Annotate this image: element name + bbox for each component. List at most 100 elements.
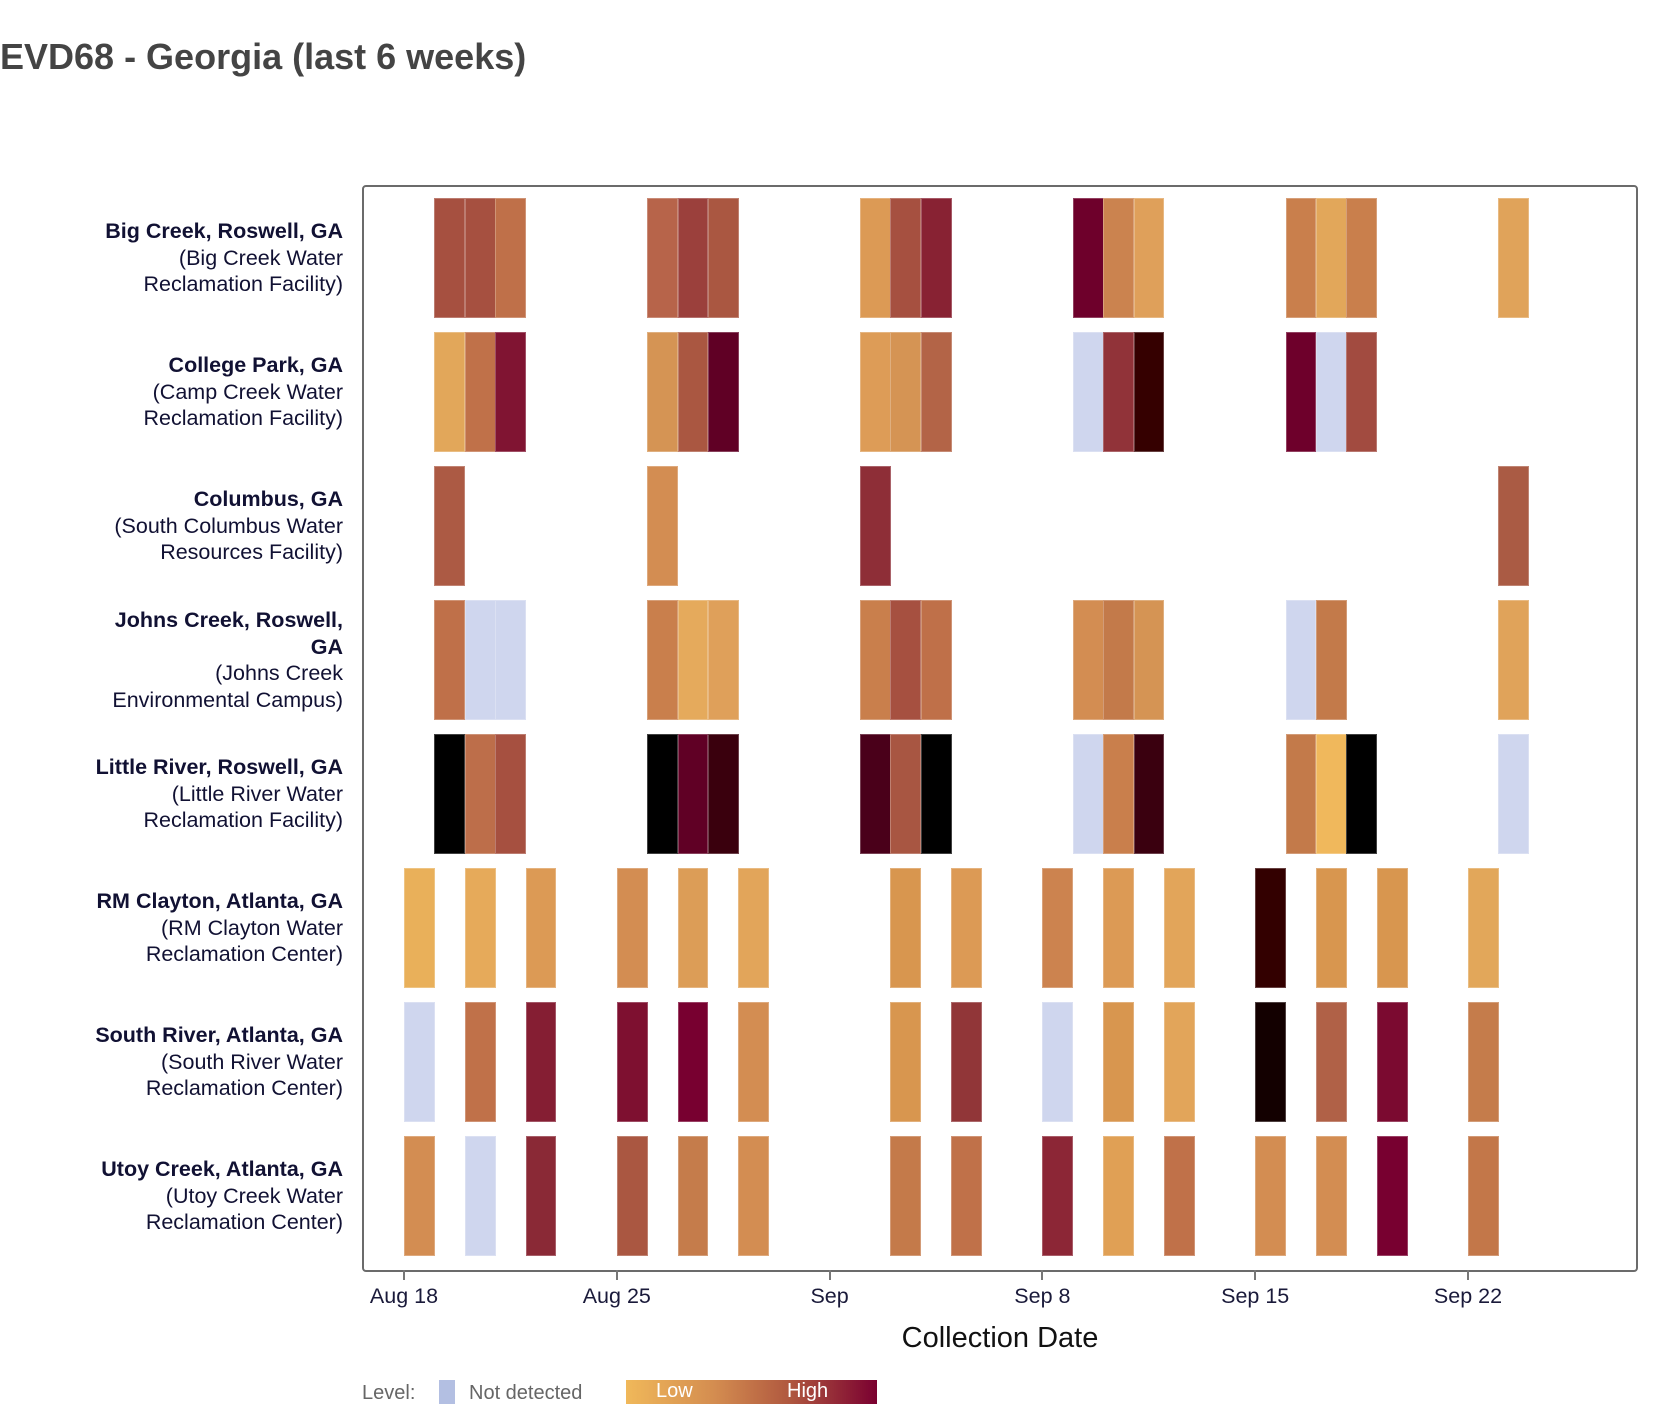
heatmap-cell: [1255, 868, 1287, 988]
heatmap-cell: [464, 1002, 496, 1122]
heatmap-cell: [1498, 466, 1530, 586]
heatmap-cell: [1316, 198, 1347, 318]
heatmap-cell: [860, 466, 891, 586]
row-label: Big Creek, Roswell, GA (Big Creek Water Re…: [0, 198, 343, 318]
heatmap-cell: [677, 332, 709, 452]
heatmap-cell: [616, 868, 648, 988]
facility-name: (Big Creek Water: [178, 245, 343, 270]
site-name: RM Clayton, Atlanta, GA: [96, 889, 343, 914]
heatmap-cell: [434, 332, 466, 452]
heatmap-cell: [920, 734, 952, 854]
heatmap-cell: [1376, 1002, 1408, 1122]
x-tick: [828, 1270, 831, 1280]
heatmap-cell: [1103, 1002, 1135, 1122]
heatmap-cell: [1346, 332, 1378, 452]
heatmap-cell: [1285, 600, 1317, 720]
heatmap-cell: [890, 868, 922, 988]
x-tick: [615, 1270, 618, 1280]
heatmap-cell: [890, 332, 922, 452]
legend-high-label: High: [787, 1380, 829, 1402]
x-tick: [1467, 1270, 1469, 1280]
facility-name: (Little River Water: [171, 781, 343, 806]
x-tick: [403, 1270, 405, 1280]
heatmap-cell: [708, 332, 739, 452]
heatmap-cell: [677, 600, 709, 720]
x-tick-label: Sep: [810, 1284, 849, 1308]
facility-name: (RM Clayton Water: [161, 915, 343, 940]
row-label: South River, Atlanta, GA (South River Wat…: [0, 1002, 343, 1122]
x-tick-label: Sep 15: [1221, 1284, 1290, 1308]
heatmap-cell: [1103, 600, 1135, 720]
facility-name: (South Columbus Water: [114, 513, 343, 538]
heatmap-cell: [1285, 734, 1317, 854]
facility-name: Reclamation Center): [145, 1210, 343, 1235]
plot-area: [362, 185, 1638, 1272]
heatmap-cell: [1103, 332, 1135, 452]
heatmap-cell: [1316, 1136, 1347, 1256]
heatmap-cell: [1103, 868, 1135, 988]
heatmap-cell: [495, 332, 527, 452]
heatmap-cell: [647, 734, 679, 854]
heatmap-cell: [434, 466, 466, 586]
heatmap-cell: [677, 1002, 709, 1122]
heatmap-cell: [920, 600, 952, 720]
site-name: Big Creek, Roswell, GA: [105, 219, 343, 244]
heatmap-cell: [1133, 600, 1165, 720]
x-tick-label: Sep 22: [1433, 1284, 1503, 1308]
row-label: Little River, Roswell, GA (Little River W…: [0, 734, 343, 854]
heatmap-cell: [1103, 1136, 1135, 1256]
facility-name: (Johns Creek: [215, 661, 343, 685]
heatmap-cell: [738, 868, 770, 988]
heatmap-cell: [708, 198, 739, 318]
heatmap-cell: [1042, 1136, 1074, 1256]
heatmap-cell: [525, 1002, 557, 1122]
site-name: South River, Atlanta, GA: [95, 1023, 343, 1048]
x-tick-label: Sep 8: [1014, 1284, 1071, 1308]
heatmap-cell: [464, 1136, 496, 1256]
heatmap-cell: [647, 332, 679, 452]
heatmap-cell: [1468, 1136, 1499, 1256]
heatmap-cell: [1498, 734, 1530, 854]
facility-name: Reclamation Facility): [143, 272, 343, 297]
facility-name: Resources Facility): [160, 540, 343, 565]
site-name: Columbus, GA: [193, 487, 343, 512]
heatmap-cell: [1042, 868, 1074, 988]
heatmap-cell: [1042, 1002, 1074, 1122]
site-name: GA: [310, 634, 343, 659]
heatmap-cell: [1498, 198, 1530, 318]
row-label: College Park, GA (Camp Creek Water Reclama…: [0, 332, 343, 452]
heatmap-cell: [1285, 198, 1317, 318]
heatmap-cell: [647, 466, 679, 586]
heatmap-cell: [920, 198, 952, 318]
heatmap-cell: [860, 734, 891, 854]
x-tick: [1041, 1270, 1044, 1280]
heatmap-cell: [1468, 868, 1499, 988]
heatmap-cell: [616, 1136, 648, 1256]
heatmap-cell: [1316, 1002, 1347, 1122]
heatmap-cell: [1164, 1002, 1195, 1122]
heatmap-cell: [434, 198, 466, 318]
heatmap-cell: [495, 198, 527, 318]
heatmap-cell: [920, 332, 952, 452]
heatmap-cell: [495, 734, 527, 854]
heatmap-cell: [1072, 600, 1104, 720]
site-name: Johns Creek, Roswell,: [114, 608, 343, 632]
x-axis-label: Collection Date: [901, 1322, 1099, 1354]
heatmap-cell: [951, 868, 983, 988]
legend-title: Level:: [362, 1382, 416, 1404]
heatmap-cell: [404, 1136, 435, 1256]
heatmap-cell: [860, 198, 891, 318]
heatmap-cell: [1255, 1002, 1287, 1122]
heatmap-cell: [1316, 332, 1347, 452]
heatmap-cell: [404, 1002, 435, 1122]
heatmap-cell: [890, 1002, 922, 1122]
legend-not-detected-swatch: [439, 1380, 455, 1404]
heatmap-cell: [1103, 198, 1135, 318]
heatmap-cell: [677, 734, 709, 854]
heatmap-cell: [1376, 1136, 1408, 1256]
heatmap-cell: [1164, 1136, 1195, 1256]
heatmap-cell: [464, 198, 496, 318]
heatmap-cell: [1468, 1002, 1499, 1122]
site-name: Little River, Roswell, GA: [95, 755, 343, 780]
heatmap-cell: [890, 734, 922, 854]
